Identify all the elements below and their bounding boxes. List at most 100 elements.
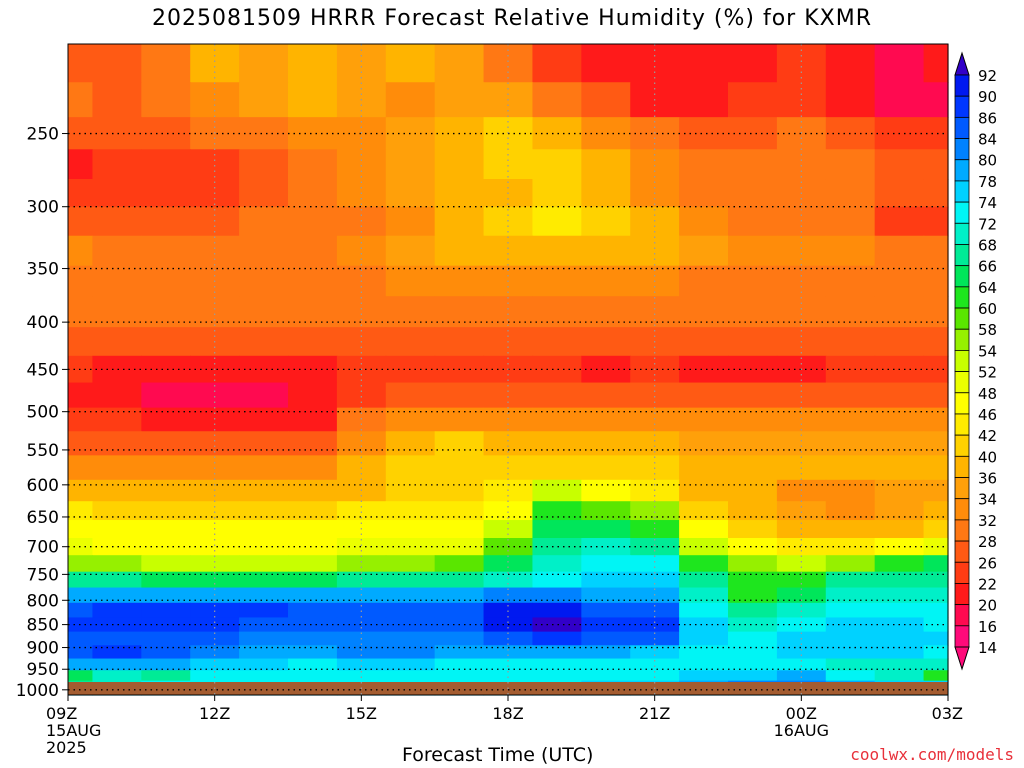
rh-cell	[434, 82, 485, 118]
rh-cell	[532, 587, 582, 604]
rh-cell	[825, 117, 876, 150]
rh-cell	[874, 44, 925, 83]
rh-cell	[288, 265, 338, 297]
rh-cell	[288, 296, 338, 328]
x-tick-label: 21Z	[639, 704, 670, 723]
rh-cell	[630, 235, 680, 267]
rh-cell	[141, 407, 191, 432]
rh-cell	[825, 520, 876, 539]
rh-cell	[532, 82, 582, 118]
rh-cell	[728, 571, 778, 589]
rh-cell	[532, 571, 582, 589]
rh-cell	[825, 538, 876, 556]
colorbar-label: 72	[978, 215, 997, 233]
colorbar-label: 26	[978, 554, 997, 572]
rh-cell	[239, 455, 289, 481]
rh-cell	[825, 206, 876, 237]
rh-cell	[825, 407, 876, 432]
rh-cell	[141, 206, 191, 237]
rh-cell	[434, 520, 485, 539]
rh-cell	[679, 265, 729, 297]
rh-cell	[581, 501, 631, 521]
rh-cell	[434, 571, 485, 589]
rh-cell	[581, 479, 631, 502]
rh-cell	[776, 235, 827, 267]
rh-cell	[434, 479, 485, 502]
rh-cell	[532, 149, 582, 180]
colorbar-swatch	[954, 413, 970, 436]
rh-cell	[68, 658, 94, 671]
rh-cell	[825, 235, 876, 267]
rh-cell	[532, 407, 582, 432]
colorbar-swatch	[954, 561, 970, 584]
rh-cell	[679, 235, 729, 267]
colorbar-label: 84	[978, 131, 997, 149]
rh-cell	[923, 382, 949, 409]
rh-cell	[581, 206, 631, 237]
rh-cell	[728, 149, 778, 180]
rh-cell	[92, 206, 142, 237]
rh-cell	[92, 455, 142, 481]
rh-cell	[190, 235, 240, 267]
colorbar-swatch	[954, 498, 970, 521]
rh-cell	[728, 407, 778, 432]
rh-cell	[532, 206, 582, 237]
rh-cell	[190, 555, 240, 573]
rh-cell	[825, 587, 876, 604]
rh-cell	[581, 407, 631, 432]
rh-cell	[483, 149, 534, 180]
rh-cell	[336, 235, 387, 267]
rh-cell	[874, 658, 925, 671]
rh-cell	[874, 645, 925, 660]
rh-cell	[141, 602, 191, 619]
rh-cell	[679, 479, 729, 502]
rh-cell	[92, 327, 142, 357]
colorbar-label: 32	[978, 512, 997, 530]
rh-cell	[776, 296, 827, 328]
rh-cell	[288, 82, 338, 118]
rh-cell	[68, 587, 94, 604]
rh-cell	[923, 82, 949, 118]
rh-cell	[385, 455, 436, 481]
rh-cell	[68, 117, 94, 150]
rh-cell	[385, 658, 436, 671]
rh-cell	[874, 602, 925, 619]
y-tick-label: 650	[27, 508, 59, 528]
rh-cell	[923, 179, 949, 208]
rh-cell	[825, 431, 876, 456]
rh-cell	[288, 658, 338, 671]
rh-cell	[385, 631, 436, 646]
rh-cell	[190, 645, 240, 660]
rh-cell	[68, 555, 94, 573]
rh-cell	[68, 382, 94, 409]
rh-cell	[336, 617, 387, 633]
colorbar-label: 40	[978, 448, 997, 466]
rh-cell	[92, 82, 142, 118]
rh-cell	[385, 520, 436, 539]
rh-cell	[68, 265, 94, 297]
rh-cell	[630, 149, 680, 180]
rh-cell	[288, 631, 338, 646]
rh-cell	[239, 538, 289, 556]
y-tick-label: 250	[27, 125, 59, 145]
rh-cell	[190, 501, 240, 521]
rh-cell	[92, 149, 142, 180]
rh-cell	[239, 571, 289, 589]
rh-cell	[825, 555, 876, 573]
rh-cell	[92, 617, 142, 633]
rh-cell	[776, 658, 827, 671]
rh-cell	[434, 431, 485, 456]
rh-cell	[728, 658, 778, 671]
rh-cell	[336, 407, 387, 432]
rh-cell	[776, 149, 827, 180]
rh-cell	[483, 296, 534, 328]
rh-cell	[336, 382, 387, 409]
rh-cell	[483, 555, 534, 573]
rh-cell	[874, 555, 925, 573]
y-tick-label: 700	[27, 538, 59, 558]
rh-cell	[532, 555, 582, 573]
rh-cell	[581, 296, 631, 328]
x-tick-label: 00Z	[786, 704, 817, 723]
rh-cell	[776, 670, 827, 682]
rh-cell	[68, 520, 94, 539]
